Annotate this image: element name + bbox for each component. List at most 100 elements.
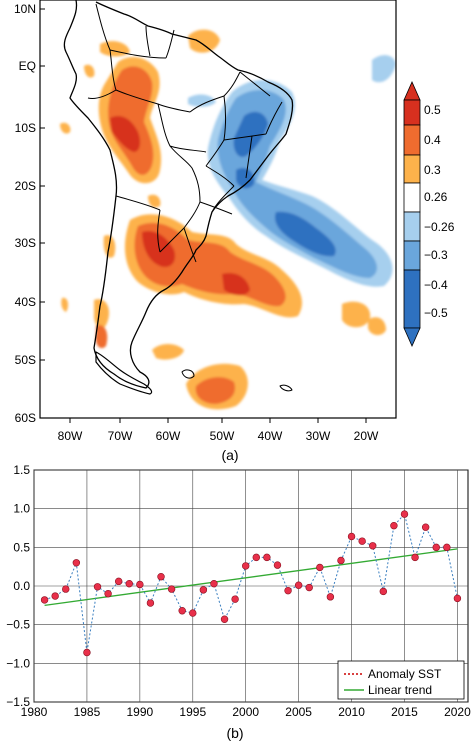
colorbar-label: −0.5 [424, 306, 448, 320]
anomaly-point [242, 562, 250, 570]
lon-label: 70W [108, 429, 133, 443]
anomaly-point [400, 510, 409, 518]
anomaly-point [93, 583, 102, 591]
anomaly-line [44, 513, 458, 653]
lat-axis: 10N EQ 10S 20S 30S 40S 50S 60S [14, 2, 45, 425]
anomaly-point [337, 556, 345, 565]
lon-label: 50W [210, 429, 235, 443]
lat-label: 50S [15, 353, 36, 367]
y-tick-label: 1.0 [13, 502, 30, 516]
anomaly-point [125, 579, 133, 588]
map-field [40, 0, 396, 418]
anomaly-point [453, 594, 462, 603]
colorbar-segment [403, 154, 421, 184]
anomaly-point [231, 595, 239, 603]
lon-label: 40W [258, 429, 283, 443]
colorbar-segment [403, 124, 421, 156]
pos-region-south2 [152, 344, 184, 360]
anomaly-point [136, 580, 144, 589]
pos-region-argentina-strong [142, 231, 176, 268]
neg-region-brazil-strong [233, 111, 268, 157]
anomaly-point [83, 648, 91, 657]
pos-region-north2 [188, 29, 220, 53]
anomaly-point [316, 563, 324, 572]
y-tick-label: 0.5 [13, 540, 30, 554]
colorbar-segment [403, 182, 421, 213]
x-tick-label: 1995 [179, 705, 206, 719]
colorbar-label: 0.4 [424, 133, 441, 147]
neg-region-coast-strong [236, 167, 255, 189]
y-tick-label: −1.0 [6, 656, 30, 670]
anomaly-point [326, 593, 335, 601]
colorbar-bottom-arrow [403, 327, 421, 347]
anomaly-point [284, 586, 292, 595]
y-tick-label: 1.5 [13, 463, 30, 477]
anomaly-point [72, 559, 81, 567]
anomaly-point [369, 542, 377, 550]
country-borders [87, 3, 283, 263]
y-tick-label: 0.0 [13, 579, 30, 593]
x-axis: 1980 1985 1990 1995 2000 2005 2010 2015 2020 [21, 705, 471, 719]
x-tick-label: 1985 [74, 705, 101, 719]
colorbar: 0.5 0.4 0.3 0.26 −0.26 −0.3 −0.4 −0.5 [403, 81, 455, 347]
colorbar-label: −0.3 [424, 248, 448, 262]
south-america-coastline [63, 0, 294, 389]
anomaly-point [51, 592, 59, 600]
tierra-del-fuego [95, 351, 153, 395]
legend-label-trend: Linear trend [368, 683, 432, 697]
y-tick-label: −0.5 [6, 618, 30, 632]
x-tick-label: 2015 [391, 705, 418, 719]
anomaly-point [178, 607, 186, 615]
anomaly-point [273, 561, 282, 569]
anomaly-point [443, 543, 451, 552]
negative-anomaly-field [188, 55, 396, 287]
lat-label: 10S [15, 121, 36, 135]
anomaly-series [40, 510, 462, 657]
anomaly-point [157, 573, 165, 581]
lon-axis: 80W 70W 60W 50W 40W 30W 20W [58, 418, 379, 443]
anomaly-point [40, 596, 49, 604]
anomaly-point [146, 599, 155, 607]
anomaly-point [189, 609, 197, 617]
anomaly-point [104, 590, 112, 598]
legend-label-anomaly: Anomaly SST [368, 667, 442, 681]
neg-region-amazon [188, 94, 216, 107]
anomaly-point [167, 585, 176, 593]
legend: Anomaly SST Linear trend [337, 660, 465, 700]
anomaly-point [358, 537, 366, 545]
lon-label: 80W [58, 429, 83, 443]
x-tick-label: 1980 [21, 705, 48, 719]
colorbar-top-arrow [403, 81, 421, 101]
pos-region-south1-mid [195, 377, 236, 404]
anomaly-point [62, 585, 70, 593]
anomaly-point [421, 523, 430, 531]
x-tick-label: 2005 [285, 705, 312, 719]
timeseries-caption: (b) [226, 725, 243, 741]
x-tick-label: 2010 [338, 705, 365, 719]
colorbar-label: 0.3 [424, 163, 441, 177]
south-georgia [279, 384, 293, 392]
colorbar-segment [403, 99, 421, 126]
pos-region-chile2 [95, 325, 108, 349]
neg-region-atlantic-strong [274, 211, 336, 257]
lat-label: 60S [15, 411, 36, 425]
pos-region-east1 [342, 301, 371, 328]
lon-label: 30W [306, 429, 331, 443]
lat-label: 10N [14, 2, 36, 16]
pos-region-central [148, 194, 161, 208]
pos-region-amazon-strong [110, 115, 141, 152]
map-caption: (a) [221, 447, 238, 463]
anomaly-point [263, 553, 271, 562]
y-axis: 1.5 1.0 0.5 0.0 −0.5 −1.0 −1.5 [6, 463, 30, 709]
anomaly-point [252, 553, 260, 562]
anomaly-point [210, 579, 218, 588]
map-frame [39, 0, 397, 419]
lat-label: 20S [15, 179, 36, 193]
colorbar-segment [403, 240, 421, 271]
anomaly-point [379, 587, 388, 596]
colorbar-label: 0.5 [424, 103, 441, 117]
timeseries-panel: 1.5 1.0 0.5 0.0 −0.5 −1.0 −1.5 1980 1985 1990 199… [6, 463, 471, 741]
colorbar-label: 0.26 [424, 190, 448, 204]
map-panel: 10N EQ 10S 20S 30S 40S 50S 60S 80W 70W 60W 50W 40W 3… [14, 0, 455, 463]
